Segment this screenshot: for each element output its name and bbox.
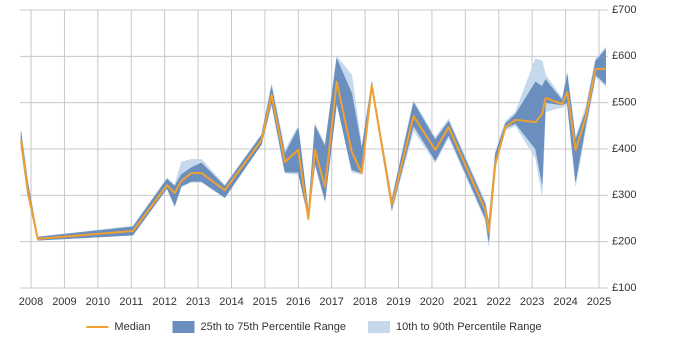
y-tick-label: £600: [612, 50, 636, 62]
x-tick-label: 2010: [86, 296, 110, 308]
x-tick-label: 2024: [553, 296, 577, 308]
legend-label: Median: [114, 321, 150, 333]
x-tick-label: 2013: [186, 296, 210, 308]
x-tick-label: 2020: [420, 296, 444, 308]
percentile-band: [20, 48, 606, 242]
x-tick-label: 2014: [219, 296, 243, 308]
x-tick-label: 2017: [319, 296, 343, 308]
x-tick-label: 2025: [587, 296, 611, 308]
legend: Median 25th to 75th Percentile Range 10th …: [86, 321, 542, 333]
y-tick-label: £500: [612, 97, 636, 109]
x-tick-label: 2019: [386, 296, 410, 308]
x-tick-label: 2015: [253, 296, 277, 308]
y-tick-label: £700: [612, 4, 636, 16]
x-tick-label: 2016: [286, 296, 310, 308]
y-tick-label: £200: [612, 236, 636, 248]
x-tick-label: 2018: [353, 296, 377, 308]
median-line: [20, 67, 606, 240]
x-tick-label: 2021: [453, 296, 477, 308]
legend-swatch: [172, 321, 195, 333]
x-tick-label: 2022: [487, 296, 511, 308]
x-tick-label: 2008: [19, 296, 43, 308]
x-tick-label: 2009: [52, 296, 76, 308]
y-tick-label: £400: [612, 143, 636, 155]
legend-swatch: [368, 321, 391, 333]
y-tick-label: £300: [612, 189, 636, 201]
x-tick-label: 2023: [520, 296, 544, 308]
y-tick-label: £100: [612, 282, 636, 294]
legend-label: 25th to 75th Percentile Range: [200, 321, 346, 333]
legend-label: 10th to 90th Percentile Range: [396, 321, 542, 333]
x-tick-label: 2012: [152, 296, 176, 308]
x-tick-label: 2011: [119, 296, 143, 308]
